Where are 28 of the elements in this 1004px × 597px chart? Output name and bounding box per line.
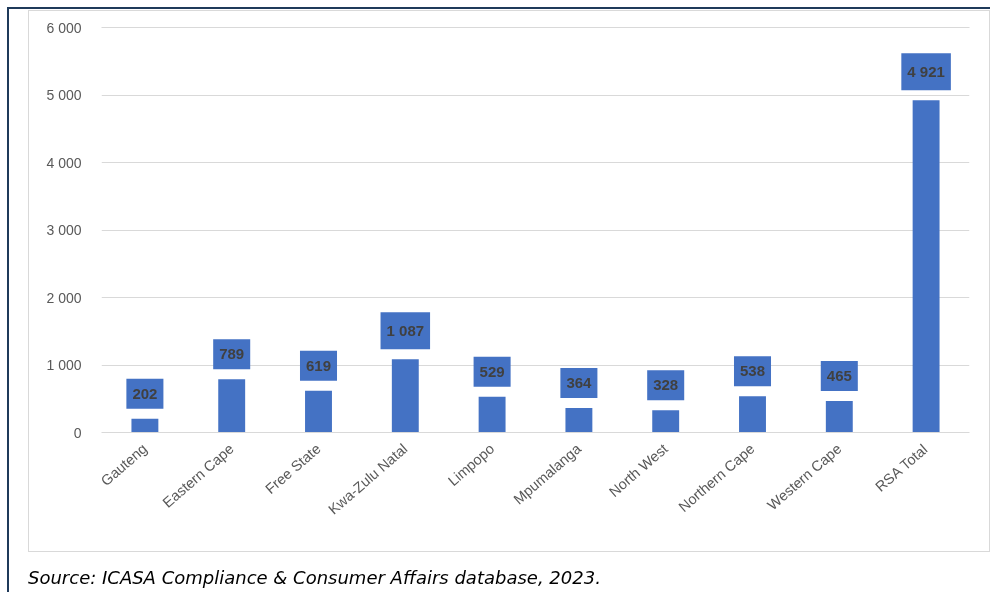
y-tick-label: 4 000: [46, 154, 82, 171]
y-tick-label: 5 000: [46, 87, 82, 103]
bar: [825, 401, 853, 433]
y-tick-label: 6 000: [46, 19, 82, 36]
data-label: 1 087: [386, 322, 425, 340]
bar: [565, 407, 593, 433]
source-note: Source: ICASA Compliance & Consumer Affairs database, 2023.: [28, 566, 601, 590]
y-tick-label: 3 000: [46, 222, 82, 238]
bar: [912, 100, 940, 433]
bar: [652, 410, 680, 433]
data-label: 202: [132, 384, 158, 402]
y-tick-label: 0: [73, 424, 82, 441]
data-label: 465: [826, 367, 852, 385]
y-tick-label: 2 000: [46, 289, 82, 306]
bar: [218, 379, 246, 433]
bar: [131, 418, 159, 433]
data-label: 4 921: [907, 63, 945, 81]
bar: [739, 396, 766, 433]
data-label: 328: [653, 376, 679, 394]
bar: [478, 396, 506, 433]
data-label: 529: [479, 362, 505, 380]
y-tick-label: 1 000: [46, 357, 82, 373]
data-label: 538: [739, 362, 766, 380]
data-label: 789: [219, 345, 245, 363]
bar: [305, 390, 332, 433]
bar: [391, 359, 419, 433]
data-label: 364: [566, 373, 593, 391]
data-label: 619: [305, 356, 332, 374]
